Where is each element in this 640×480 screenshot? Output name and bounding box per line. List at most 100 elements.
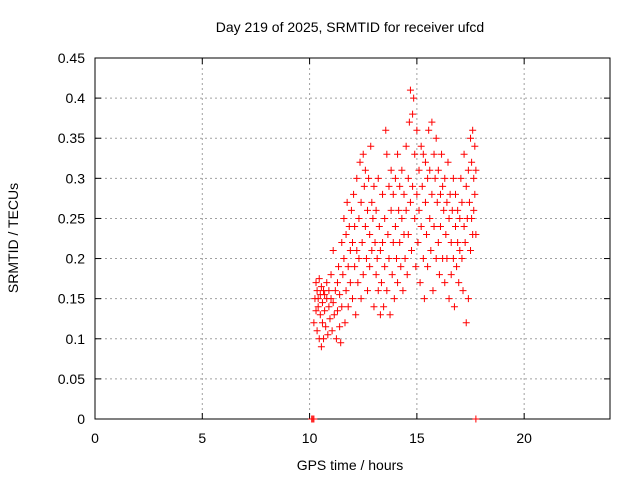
y-tick-label: 0.35 [58,130,85,146]
data-point [383,150,391,158]
data-point [370,182,378,190]
data-point [349,239,356,247]
data-point [472,415,480,423]
data-point [327,295,335,303]
data-point [313,327,321,335]
data-point [322,323,330,331]
data-point [353,247,361,255]
data-point [458,198,466,206]
data-point [377,279,385,287]
data-point [365,174,373,182]
data-point [471,142,479,150]
data-point [412,263,420,271]
data-point [469,126,477,134]
data-point [386,311,394,319]
data-point [325,287,333,295]
data-point [417,142,425,150]
data-point [425,126,433,134]
data-point [419,150,427,158]
data-point [408,247,416,255]
data-point [457,174,465,182]
data-point [396,239,404,247]
data-point [383,287,391,295]
data-point [371,239,379,247]
data-point [415,166,423,174]
data-point [421,198,429,206]
data-point [423,230,431,238]
data-point [402,142,410,150]
data-point [405,118,413,126]
data-point [359,271,367,279]
data-point [343,198,351,206]
data-point [310,319,318,327]
data-point [328,327,336,335]
data-point [374,174,382,182]
data-point [368,247,376,255]
y-tick-label: 0.05 [58,371,85,387]
data-point [366,230,374,238]
data-point [357,295,365,303]
data-point [411,214,419,222]
y-axis-label: SRMTID / TECUs [5,183,21,293]
data-point [360,182,368,190]
data-point [350,190,358,198]
data-point [417,222,425,230]
data-point [434,239,442,247]
data-point [402,206,410,214]
data-point [430,222,438,230]
data-point [364,206,372,214]
data-point [342,230,350,238]
data-point [338,239,346,247]
data-point [460,222,468,230]
data-point [468,214,476,222]
data-point [456,214,464,222]
data-point [445,295,453,303]
grid [95,58,610,419]
data-point [379,239,387,247]
data-point [470,206,478,214]
data-point [426,214,434,222]
data-point [403,271,411,279]
data-point [472,230,480,238]
data-point [436,190,444,198]
y-tick-label: 0.1 [66,331,86,347]
data-point [324,331,332,339]
data-point [313,287,321,295]
y-tick-label: 0.2 [66,251,86,267]
data-point [442,230,450,238]
data-point [416,279,424,287]
data-point [346,279,354,287]
data-point [420,295,428,303]
data-point [438,150,446,158]
data-point [381,214,389,222]
data-point [372,271,380,279]
data-point [317,343,325,351]
x-axis-label: GPS time / hours [297,457,404,473]
data-point [361,166,369,174]
data-point [379,190,387,198]
data-point [413,190,421,198]
data-point [329,299,337,307]
data-point [336,323,344,331]
data-point [447,239,455,247]
data-point [464,295,472,303]
data-point [321,307,329,315]
data-point [445,214,453,222]
data-point [424,174,432,182]
data-point [317,283,325,291]
data-point [449,255,457,263]
data-point [464,166,472,174]
y-tick-label: 0.25 [58,210,85,226]
data-point [462,319,470,327]
data-point [399,287,407,295]
data-point [414,239,422,247]
data-point [454,206,462,214]
data-point [419,255,427,263]
data-point [370,303,378,311]
data-point [450,303,458,311]
data-point [421,158,429,166]
data-point [331,287,339,295]
plot-frame [94,57,611,420]
data-point [382,126,390,134]
